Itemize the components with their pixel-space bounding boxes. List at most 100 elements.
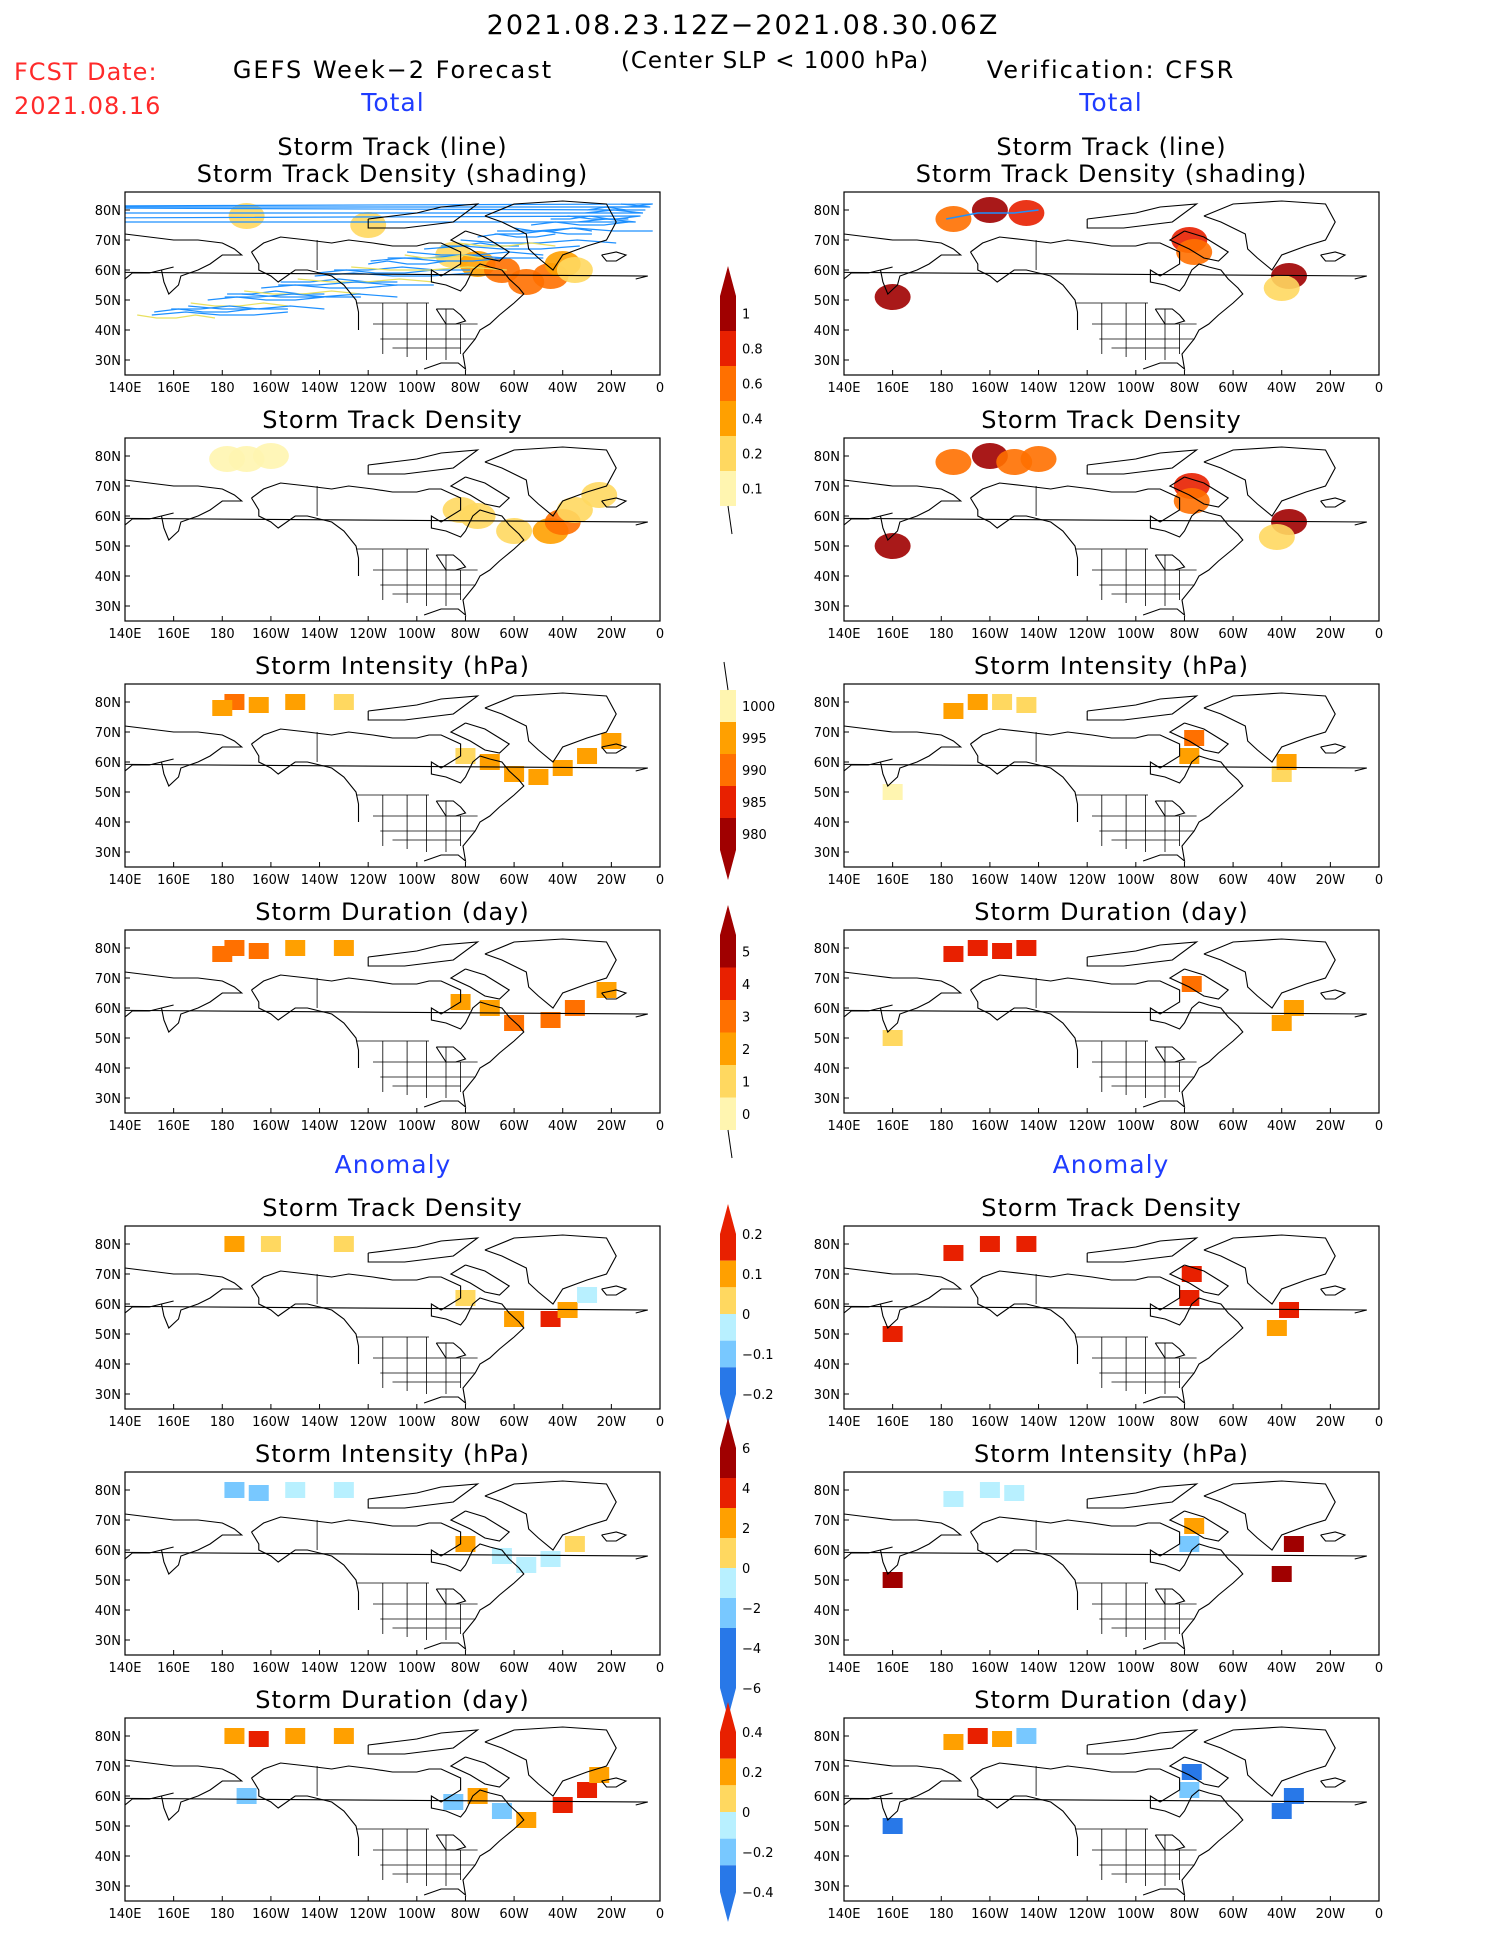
obs-intensity-anom-panel: Storm Intensity (hPa) 80N 70N 60N 50N 40N 30N 1…	[814, 1440, 1383, 1676]
lat-tick-label: 30N	[814, 354, 840, 369]
lon-tick-label: 160E	[157, 1661, 190, 1676]
lat-tick-label: 30N	[95, 1388, 121, 1403]
lat-tick-label: 60N	[814, 510, 840, 525]
lon-tick-label: 100W	[398, 1415, 436, 1430]
lat-tick-label: 30N	[814, 1092, 840, 1107]
intensity_anom-tick-label: −2	[742, 1602, 761, 1617]
lon-tick-label: 160W	[971, 381, 1009, 396]
lat-tick-label: 70N	[814, 726, 840, 741]
lon-tick-label: 0	[656, 1415, 664, 1430]
obs-density-cell-4	[1020, 446, 1057, 472]
lon-tick-label: 0	[1375, 1119, 1383, 1134]
lon-tick-label: 60W	[499, 1661, 529, 1676]
lon-tick-label: 0	[1375, 1661, 1383, 1676]
obs-density-anom-cell-0	[882, 1326, 903, 1342]
lat-tick-label: 60N	[814, 1002, 840, 1017]
lat-tick-label: 40N	[95, 1358, 121, 1373]
obs-density-title-1: Storm Track Density	[981, 406, 1241, 434]
lon-tick-label: 160E	[157, 1119, 190, 1134]
lon-tick-label: 160W	[252, 381, 290, 396]
storm-track-line	[171, 305, 288, 310]
density_total-tick-label: 1	[742, 308, 750, 323]
lat-tick-label: 70N	[95, 726, 121, 741]
lon-tick-label: 20W	[597, 1661, 627, 1676]
fcst-density-anom-title-1: Storm Track Density	[262, 1194, 522, 1222]
storm-track-line	[125, 215, 641, 220]
lon-tick-label: 180	[210, 1907, 235, 1922]
lon-tick-label: 20W	[1316, 627, 1346, 642]
lat-tick-label: 50N	[814, 1574, 840, 1589]
lon-tick-label: 140E	[827, 873, 860, 888]
lon-tick-label: 80W	[1170, 381, 1200, 396]
lat-tick-label: 30N	[814, 600, 840, 615]
storm-track-line	[368, 260, 447, 265]
fcst-duration-cell-3	[285, 940, 306, 956]
fcst-density-cell-2	[252, 443, 289, 469]
fcst-intensity-title-1: Storm Intensity (hPa)	[255, 652, 530, 680]
lat-tick-label: 40N	[814, 1850, 840, 1865]
anomaly-right-label: Anomaly	[1052, 1150, 1170, 1179]
density_anom-tick-label: 0.1	[742, 1268, 763, 1283]
lon-tick-label: 60W	[1218, 627, 1248, 642]
storm-track-line	[317, 269, 434, 274]
lon-tick-label: 120W	[1068, 1119, 1106, 1134]
obs-intensity-anom-cell-5	[1179, 1536, 1200, 1552]
lat-tick-label: 80N	[95, 1238, 121, 1253]
anomaly-left-label: Anomaly	[334, 1150, 452, 1179]
obs-intensity-anom-title-1: Storm Intensity (hPa)	[974, 1440, 1249, 1468]
obs-intensity-anom-cell-4	[1184, 1518, 1205, 1534]
density_anom-tick-label: 0.2	[742, 1228, 763, 1243]
storm-track-line	[407, 251, 544, 256]
obs-intensity-panel: Storm Intensity (hPa) 80N 70N 60N 50N 40N 30N 1…	[814, 652, 1383, 888]
storm-track-line	[241, 293, 398, 298]
lat-tick-label: 40N	[95, 1850, 121, 1865]
storm-track-line	[404, 254, 483, 259]
lon-tick-label: 100W	[398, 381, 436, 396]
fcst-density-anom-cell-1	[260, 1236, 281, 1252]
obs-duration-panel: Storm Duration (day) 80N 70N 60N 50N 40N 30N 14…	[814, 898, 1383, 1134]
storm-track-line	[458, 242, 556, 247]
obs-track-title-2: Storm Track Density (shading)	[916, 160, 1308, 188]
lat-tick-label: 50N	[95, 1328, 121, 1343]
lat-tick-label: 80N	[814, 1730, 840, 1745]
fcst-intensity-cell-9	[552, 760, 573, 776]
density_total-tick-label: 0.8	[742, 343, 763, 358]
lon-tick-label: 180	[929, 1661, 954, 1676]
lon-tick-label: 120W	[1068, 1415, 1106, 1430]
obs-intensity-cell-8	[1276, 754, 1297, 770]
lon-tick-label: 40W	[548, 381, 578, 396]
lon-tick-label: 140W	[1020, 1415, 1058, 1430]
lon-tick-label: 0	[1375, 873, 1383, 888]
lon-tick-label: 20W	[1316, 1119, 1346, 1134]
obs-density-cell-0	[874, 533, 911, 559]
lat-tick-label: 80N	[95, 1730, 121, 1745]
lon-tick-label: 60W	[499, 873, 529, 888]
intensity_anom-tick-label: −6	[742, 1682, 761, 1697]
lon-tick-label: 100W	[398, 1661, 436, 1676]
obs-intensity-anom-cell-7	[1283, 1536, 1304, 1552]
lon-tick-label: 0	[656, 381, 664, 396]
lon-tick-label: 180	[210, 1119, 235, 1134]
lat-tick-label: 30N	[814, 846, 840, 861]
lon-tick-label: 140W	[301, 1415, 339, 1430]
lon-tick-label: 140E	[827, 381, 860, 396]
fcst-duration-anom-cell-3	[333, 1728, 354, 1744]
lat-tick-label: 40N	[814, 1062, 840, 1077]
lon-tick-label: 60W	[1218, 873, 1248, 888]
lon-tick-label: 40W	[1267, 627, 1297, 642]
lon-tick-label: 160E	[876, 381, 909, 396]
lon-tick-label: 80W	[1170, 873, 1200, 888]
lon-tick-label: 0	[656, 873, 664, 888]
intensity_anom-colorbar: 6 4 2 0 −2 −4 −6	[720, 1418, 761, 1718]
fcst-duration-anom-panel: Storm Duration (day) 80N 70N 60N 50N 40N 30N 14…	[95, 1686, 664, 1922]
obs-duration-anom-cell-5	[1181, 1764, 1202, 1780]
fcst-density-anom-cell-6	[557, 1302, 578, 1318]
lon-tick-label: 0	[656, 1661, 664, 1676]
lon-tick-label: 140E	[827, 1661, 860, 1676]
obs-intensity-cell-4	[1016, 697, 1037, 713]
lon-tick-label: 180	[210, 1415, 235, 1430]
obs-duration-cell-6	[1271, 1015, 1292, 1031]
obs-track-panel: Storm Track (line)Storm Track Density (s…	[814, 133, 1383, 396]
obs-track-cell-0	[874, 284, 911, 310]
obs-duration-cell-7	[1283, 1000, 1304, 1016]
